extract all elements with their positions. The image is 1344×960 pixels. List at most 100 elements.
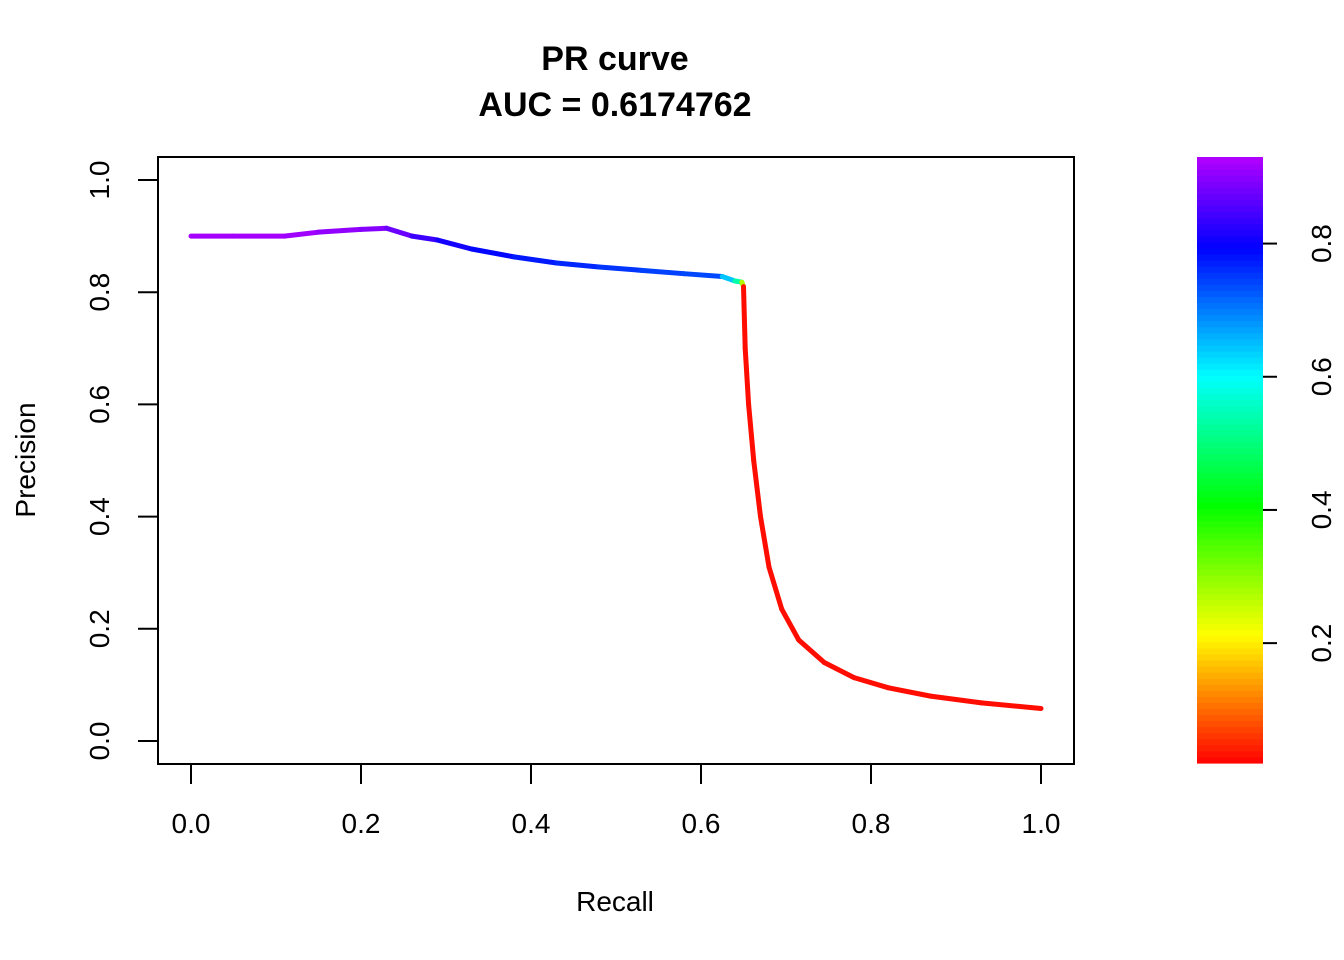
colorbar-swatch [1197, 599, 1263, 607]
colorbar-swatch [1197, 581, 1263, 588]
curve-segment [316, 226, 364, 235]
colorbar-swatch [1197, 647, 1263, 655]
colorbar-swatch [1197, 696, 1263, 703]
curve-segment [821, 659, 857, 681]
colorbar-swatch [1197, 617, 1263, 625]
colorbar-swatch [1197, 593, 1263, 600]
colorbar-swatch [1197, 466, 1263, 473]
colorbar-swatch [1197, 484, 1263, 491]
colorbar-swatch [1197, 260, 1263, 267]
colorbar-swatch [1197, 502, 1263, 510]
colorbar-swatch [1197, 193, 1263, 201]
colorbar-swatch [1197, 587, 1263, 594]
colorbar-swatch [1197, 520, 1263, 528]
colorbar-swatch [1197, 720, 1263, 728]
y-tick-label: 0.8 [84, 273, 115, 312]
x-tick-label: 0.4 [512, 808, 551, 839]
colorbar-swatch [1197, 526, 1263, 534]
y-tick-label: 0.0 [84, 722, 115, 761]
x-axis-label: Recall [576, 886, 654, 917]
y-tick-label: 1.0 [84, 161, 115, 200]
curve-segment [928, 693, 984, 706]
pr-curve-line [188, 225, 1044, 711]
colorbar-swatch [1197, 453, 1263, 461]
colorbar-swatch [1197, 635, 1263, 643]
plot-frame [157, 156, 1075, 765]
y-axis: 0.0 0.2 0.4 0.6 0.8 1.0 [84, 161, 159, 761]
curve-segment [469, 246, 517, 260]
x-tick-label: 0.0 [172, 808, 211, 839]
colorbar-swatch [1197, 732, 1263, 740]
y-axis-label: Precision [10, 402, 41, 517]
colorbar-swatch [1197, 563, 1263, 570]
colorbar-swatch [1197, 708, 1263, 716]
colorbar-swatch [1197, 508, 1263, 516]
colorbar-swatch [1197, 211, 1263, 219]
colorbar-swatch [1197, 575, 1263, 582]
colorbar-swatch [1197, 217, 1263, 225]
colorbar-swatch [1197, 756, 1263, 764]
colorbar-swatch [1197, 332, 1263, 340]
colorbar-swatch [1197, 641, 1263, 649]
colorbar-swatch [1197, 381, 1263, 388]
colorbar-swatch [1197, 496, 1263, 504]
curve-segment [741, 284, 748, 351]
curve-segment [596, 264, 644, 273]
colorbar-swatch [1197, 290, 1263, 297]
colorbar-swatch [1197, 750, 1263, 758]
colorbar-swatch [1197, 623, 1263, 631]
x-axis: 0.0 0.2 0.4 0.6 0.8 1.0 [172, 763, 1061, 839]
colorbar-swatch [1197, 181, 1263, 188]
colorbar-swatch [1197, 744, 1263, 752]
colorbar-swatch [1197, 460, 1263, 467]
colorbar-swatch [1197, 344, 1263, 352]
colorbar-swatch [1197, 666, 1263, 673]
colorbar-swatch [1197, 544, 1263, 552]
colorbar-tick-label: 0.4 [1306, 490, 1337, 529]
curve-segment [779, 606, 802, 643]
colorbar-swatch [1197, 684, 1263, 691]
colorbar-swatch [1197, 253, 1263, 261]
colorbar-swatch [1197, 320, 1263, 328]
y-tick-label: 0.6 [84, 385, 115, 424]
colorbar-swatch [1197, 296, 1263, 304]
colorbar-swatch [1197, 205, 1263, 213]
colorbar-swatch [1197, 157, 1263, 164]
colorbar-swatch [1197, 435, 1263, 443]
colorbar-swatch [1197, 659, 1263, 667]
colorbar-swatch [1197, 738, 1263, 746]
colorbar-swatch [1197, 241, 1263, 249]
colorbar-swatch [1197, 556, 1263, 564]
colorbar-swatch [1197, 247, 1263, 255]
colorbar-swatch [1197, 629, 1263, 637]
colorbar-swatch [1197, 690, 1263, 697]
colorbar-swatch [1197, 338, 1263, 346]
colorbar-swatch [1197, 423, 1263, 431]
curve-segment [742, 345, 752, 407]
colorbar-swatch [1197, 363, 1263, 370]
colorbar-swatch [1197, 550, 1263, 558]
curve-segment [758, 514, 772, 570]
chart-title-line-2: AUC = 0.6174762 [478, 86, 751, 124]
curve-segment [282, 229, 321, 239]
colorbar-tick-label: 0.6 [1306, 357, 1337, 396]
curve-segment [384, 225, 415, 239]
colorbar-swatch [1197, 605, 1263, 613]
colorbar-swatch [1197, 441, 1263, 449]
colorbar-swatch [1197, 478, 1263, 485]
x-tick-label: 1.0 [1022, 808, 1061, 839]
x-tick-label: 0.2 [342, 808, 381, 839]
colorbar-swatch [1197, 187, 1263, 194]
colorbar-swatch [1197, 532, 1263, 540]
colorbar-swatch [1197, 569, 1263, 576]
colorbar-swatch [1197, 163, 1263, 170]
colorbar-swatch [1197, 284, 1263, 291]
colorbar-swatch [1197, 472, 1263, 479]
colorbar-swatch [1197, 429, 1263, 437]
colorbar-swatch [1197, 411, 1263, 419]
colorbar-swatch [1197, 369, 1263, 376]
colorbar-swatch [1197, 302, 1263, 310]
colorbar-swatch [1197, 490, 1263, 497]
curve-segment [746, 401, 757, 463]
colorbar-swatch [1197, 356, 1263, 364]
